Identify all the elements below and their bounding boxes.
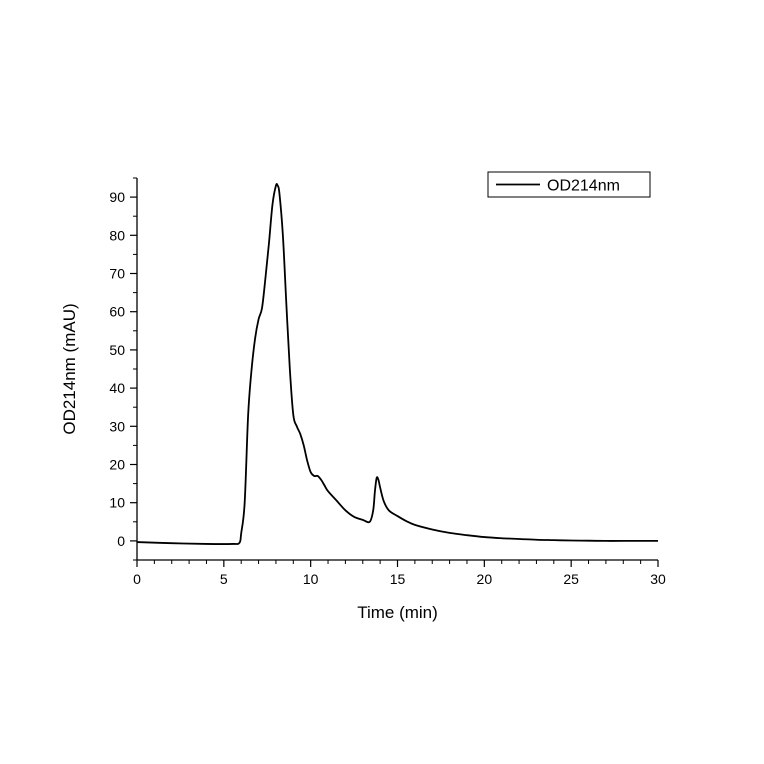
y-tick-label: 30 [109, 418, 125, 434]
y-axis-title: OD214nm (mAU) [60, 303, 79, 434]
y-tick-label: 60 [109, 304, 125, 320]
x-tick-label: 20 [477, 571, 493, 587]
x-ticks: 0 5 10 15 20 25 30 [133, 560, 666, 587]
y-tick-label: 10 [109, 495, 125, 511]
legend-label-od214nm: OD214nm [547, 178, 620, 195]
x-tick-label: 10 [303, 571, 319, 587]
y-tick-label: 20 [109, 457, 125, 473]
x-tick-label: 25 [563, 571, 579, 587]
legend: OD214nm [487, 171, 651, 198]
y-tick-label: 0 [117, 533, 125, 549]
plot-area: 0 5 10 15 20 25 30 0 10 20 30 40 50 60 70 80 90 [109, 177, 666, 587]
y-ticks: 0 10 20 30 40 50 60 70 80 90 [109, 177, 137, 561]
y-tick-label: 50 [109, 342, 125, 358]
y-tick-label: 40 [109, 380, 125, 396]
series-line-od214nm [136, 183, 659, 545]
y-tick-label: 80 [109, 227, 125, 243]
x-tick-label: 5 [220, 571, 228, 587]
x-tick-label: 0 [133, 571, 141, 587]
y-tick-label: 70 [109, 266, 125, 282]
x-tick-label: 30 [650, 571, 666, 587]
y-tick-label: 90 [109, 189, 125, 205]
x-tick-label: 15 [390, 571, 406, 587]
x-axis-title: Time (min) [357, 603, 438, 622]
